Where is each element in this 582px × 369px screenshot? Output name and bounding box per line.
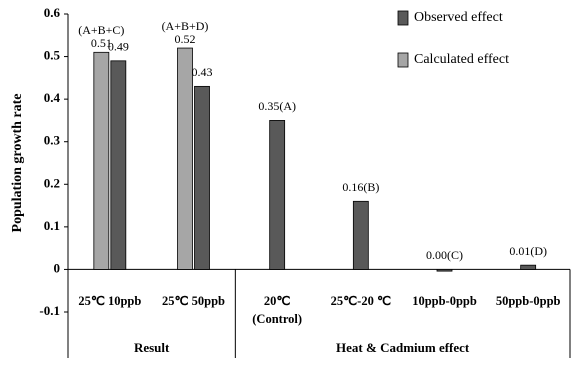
y-tick-label: 0.1 — [44, 218, 60, 233]
value-label: 0.49 — [108, 40, 129, 54]
bar — [93, 51, 110, 270]
value-label: 0.01(D) — [509, 244, 547, 258]
y-tick-label: -0.1 — [39, 303, 60, 318]
value-label: 0.35(A) — [258, 99, 296, 113]
group-label: Result — [134, 340, 170, 355]
x-tick-label: 25℃ 50ppb — [161, 294, 226, 308]
bar — [110, 60, 127, 270]
y-tick-label: 0.5 — [44, 48, 61, 63]
bar — [177, 47, 193, 270]
y-tick-label: 0 — [54, 260, 61, 275]
annotation: (A+B+D) — [162, 19, 209, 33]
legend-label: Observed effect — [414, 10, 503, 25]
legend-swatch — [397, 52, 409, 68]
value-label: 0.52 — [175, 32, 196, 46]
x-tick-label: 50ppb-0ppb — [495, 294, 561, 308]
bar — [352, 200, 369, 270]
value-label: 0.43 — [192, 65, 213, 79]
x-tick-label: 25℃ 10ppb — [78, 294, 142, 308]
y-tick-label: 0.3 — [44, 133, 61, 148]
x-tick-label: 20℃ (Control) — [252, 294, 303, 326]
annotation: (A+B+C) — [78, 23, 124, 37]
bar — [269, 120, 286, 270]
legend-label: Calculated effect — [414, 52, 509, 67]
bar — [436, 269, 453, 272]
value-label: 0.00(C) — [426, 248, 463, 262]
y-axis-label: Population growth rate — [10, 94, 25, 233]
bar — [194, 85, 210, 270]
x-tick-label: 25℃-20 ℃ — [330, 294, 392, 308]
y-tick-label: 0.6 — [44, 5, 61, 20]
x-tick-label: 10ppb-0ppb — [412, 294, 477, 308]
group-label: Heat & Cadmium effect — [336, 340, 470, 355]
value-label: 0.51 — [91, 36, 112, 50]
y-tick-label: 0.4 — [44, 90, 61, 105]
y-tick-label: 0.2 — [44, 175, 60, 190]
legend-swatch — [397, 10, 409, 26]
bar — [520, 264, 537, 270]
value-label: 0.16(B) — [342, 180, 379, 194]
